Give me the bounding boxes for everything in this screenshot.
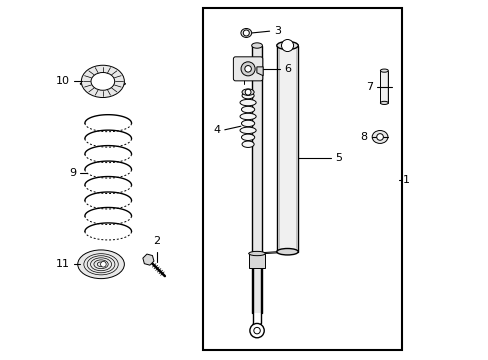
Ellipse shape [78,250,124,279]
Circle shape [243,30,249,36]
Text: 2: 2 [153,237,160,246]
Text: 10: 10 [56,76,70,86]
Ellipse shape [241,134,254,140]
Text: 4: 4 [213,125,220,135]
Ellipse shape [241,28,251,37]
Ellipse shape [241,120,254,127]
Ellipse shape [240,127,256,134]
Circle shape [244,89,250,95]
Ellipse shape [248,251,265,256]
Text: 5: 5 [334,153,341,163]
Ellipse shape [242,141,254,148]
Ellipse shape [242,89,254,95]
Text: 6: 6 [284,64,291,74]
Bar [380,71,387,103]
Ellipse shape [241,106,254,113]
Text: 8: 8 [360,132,367,142]
Text: 3: 3 [273,26,280,36]
Ellipse shape [380,101,387,104]
Ellipse shape [371,131,387,143]
Bar [203,8,402,350]
Ellipse shape [251,43,262,48]
Ellipse shape [276,41,298,49]
Circle shape [244,66,251,72]
Text: 9: 9 [69,168,76,178]
Bar [251,45,262,313]
Circle shape [101,261,106,267]
Bar [276,45,298,252]
FancyBboxPatch shape [233,57,262,81]
Circle shape [281,40,293,51]
Ellipse shape [380,69,387,72]
Ellipse shape [242,93,254,99]
Ellipse shape [91,72,115,90]
Circle shape [249,323,264,338]
Ellipse shape [276,248,298,255]
Polygon shape [256,67,263,76]
Text: 11: 11 [56,259,70,269]
Text: 7: 7 [365,82,372,92]
Bar [248,253,265,268]
Ellipse shape [81,65,124,98]
Circle shape [376,134,383,140]
Circle shape [253,327,260,334]
Text: 1: 1 [402,175,409,185]
Ellipse shape [240,99,256,106]
Ellipse shape [240,113,256,120]
Circle shape [241,62,255,76]
Ellipse shape [80,81,125,87]
